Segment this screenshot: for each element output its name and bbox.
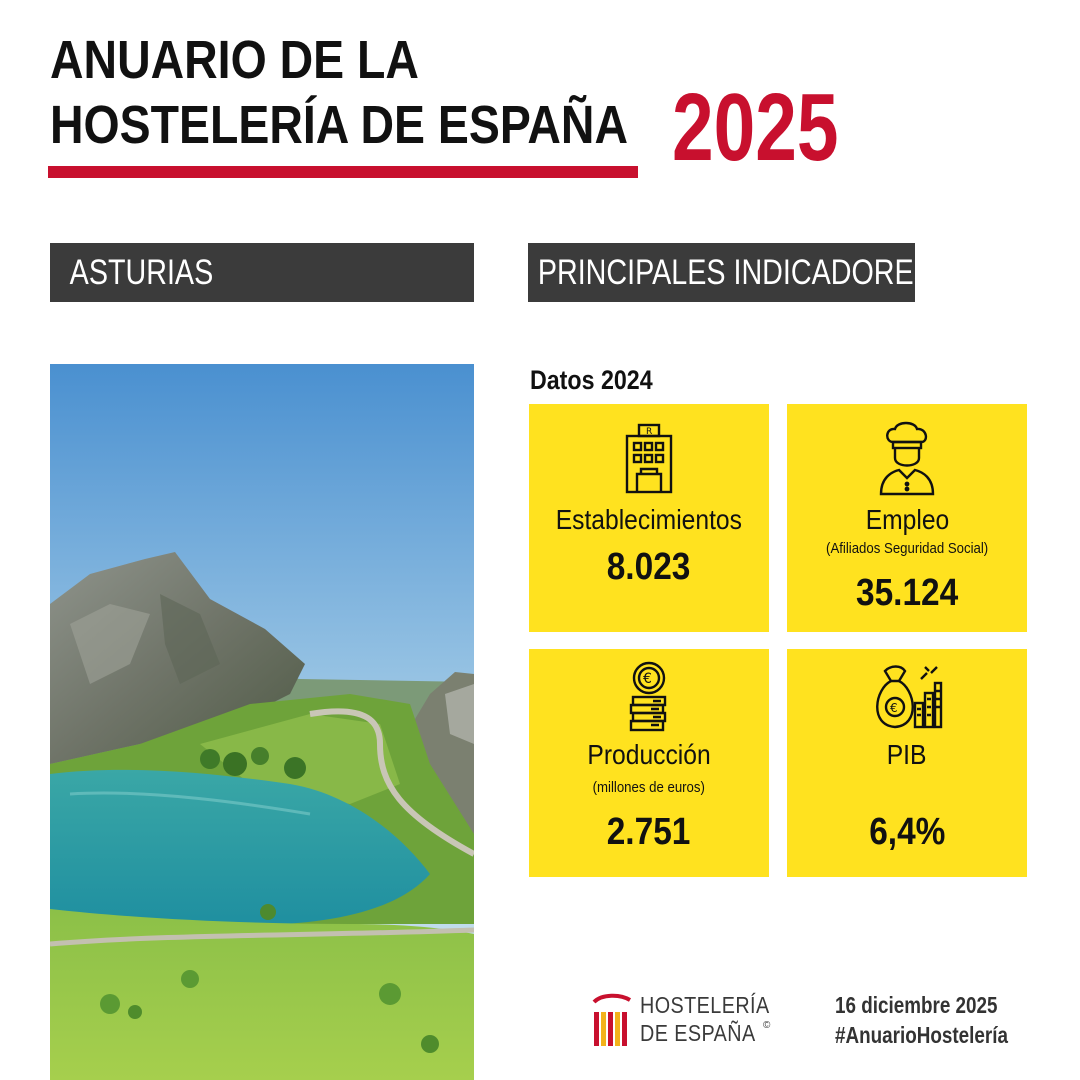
title-underline [48, 166, 638, 178]
indicators-bar: PRINCIPALES INDICADORES [528, 243, 915, 302]
svg-text:€: € [643, 671, 652, 687]
card-empleo: Empleo (Afiliados Seguridad Social) 35.1… [787, 404, 1027, 632]
landscape-photo [50, 364, 474, 1080]
logo-line-1: HOSTELERÍA [640, 992, 770, 1018]
card-label: Establecimientos [555, 504, 743, 535]
hosteleria-logo [590, 990, 790, 1050]
card-pib: € PIB 6,4% [787, 649, 1027, 877]
footer-date: 16 diciembre 2025 [835, 992, 998, 1018]
chef-icon [877, 420, 937, 501]
region-bar: ASTURIAS [50, 243, 474, 302]
card-label: Producción [587, 739, 711, 770]
region-label: ASTURIAS [69, 253, 214, 292]
footer-hashtag: #AnuarioHostelería [835, 1022, 1008, 1048]
card-establecimientos: R Establecimientos 8.023 [529, 404, 769, 632]
money-bag-chart-icon: € [871, 663, 943, 736]
indicators-label: PRINCIPALES INDICADORES [537, 253, 915, 292]
title-line-2: HOSTELERÍA DE ESPAÑA [50, 95, 628, 155]
registered-mark: © [763, 1020, 771, 1031]
data-year-label: Datos 2024 [530, 365, 653, 395]
euro-coins-icon: € [625, 661, 673, 738]
card-sublabel: (millones de euros) [592, 779, 706, 796]
svg-text:€: € [890, 701, 898, 715]
card-value: 8.023 [607, 546, 691, 588]
card-value: 2.751 [607, 811, 691, 853]
hotel-building-icon: R [621, 422, 677, 499]
card-value: 35.124 [855, 572, 959, 614]
hosteleria-logo-mark-icon [592, 993, 632, 1046]
svg-text:R: R [646, 427, 652, 437]
title-line-1: ANUARIO DE LA [50, 30, 419, 90]
logo-line-2: DE ESPAÑA [640, 1020, 756, 1046]
card-sublabel: (Afiliados Seguridad Social) [825, 540, 989, 557]
year-label: 2025 [672, 74, 839, 181]
card-value: 6,4% [868, 811, 946, 853]
card-label: Empleo [865, 504, 949, 535]
card-produccion: € Producción (millones de euros) 2.751 [529, 649, 769, 877]
card-label: PIB [887, 739, 927, 770]
